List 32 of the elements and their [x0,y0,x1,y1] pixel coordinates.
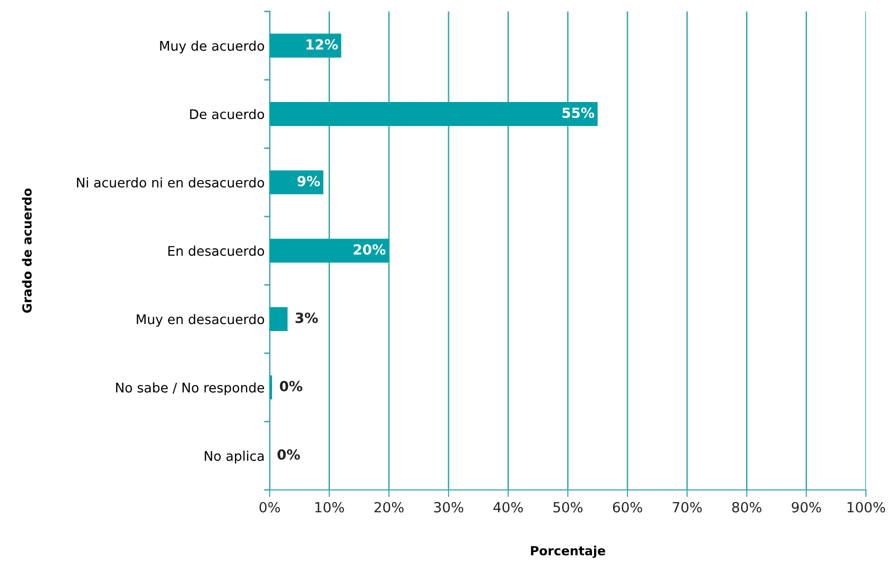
x-tick-label: 10% [315,502,344,512]
x-tick-label: 50% [553,502,582,512]
x-tick-label: 70% [672,502,702,512]
data-label: 3% [296,312,318,324]
y-tick-label: Ni acuerdo ni en desacuerdo [76,177,264,188]
bar [270,102,598,126]
x-tick-label: 90% [792,502,822,512]
data-label: 20% [354,244,386,255]
x-tick-label: 0% [260,502,280,512]
y-tick-label: No sabe / No responde [116,382,264,396]
bar [270,34,342,58]
y-tick-label: Muy en desacuerdo [136,314,264,327]
x-tick-label: 80% [732,502,762,512]
y-axis-title: Grado de acuerdo [22,188,32,313]
x-tick-label: 40% [493,502,523,512]
bar [270,170,324,194]
data-label: 0% [280,380,302,392]
x-tick-label: 20% [374,502,404,512]
bar [270,307,288,331]
x-tick-label: 60% [612,502,642,512]
data-label: 0% [277,449,300,460]
data-label: 12% [306,39,338,50]
y-tick-label: No aplica [204,450,264,464]
x-tick-label: 100% [848,502,886,512]
data-label: 9% [297,176,320,186]
x-axis-title: Porcentaje [531,546,606,558]
bar [270,238,389,263]
x-tick-label: 30% [434,502,464,512]
data-label: 55% [562,108,594,118]
y-tick-label: De acuerdo [190,108,264,120]
y-tick-label: Muy de acuerdo [160,40,264,54]
y-tick-label: En desacuerdo [168,246,264,256]
